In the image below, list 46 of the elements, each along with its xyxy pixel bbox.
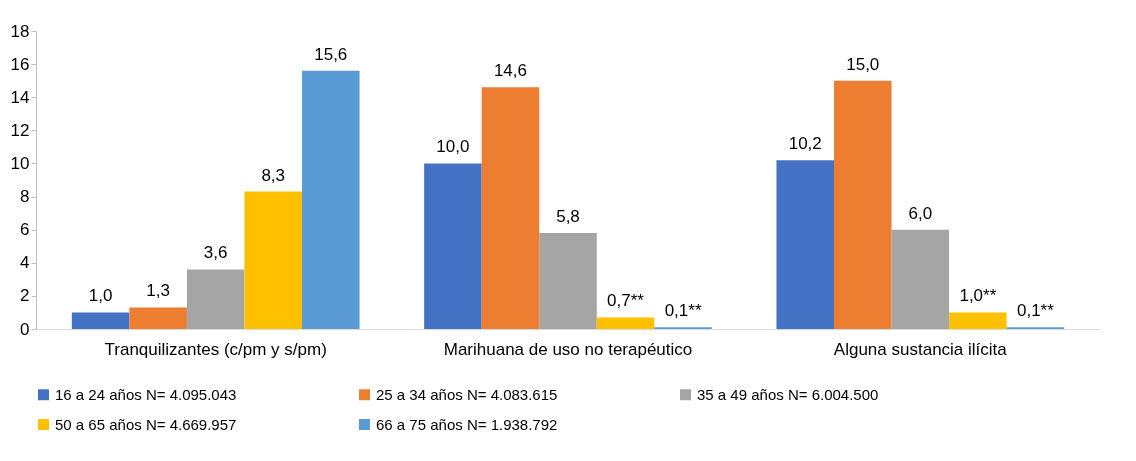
y-tick-label: 10 [10,153,30,173]
data-label: 15,0 [846,54,880,74]
data-label: 5,8 [556,206,580,226]
data-label: 0,7** [607,291,645,311]
y-tick-label: 4 [20,253,30,273]
data-label: 8,3 [261,165,286,185]
data-label: 1,0** [959,286,997,306]
data-label: 15,6 [314,44,348,64]
data-label: 10,2 [788,134,822,154]
y-tick-label: 2 [20,286,30,306]
y-tick-label: 16 [10,54,30,74]
x-tick-label: Tranquilizantes (c/pm y s/pm) [104,339,327,359]
data-label: 0,1** [1016,301,1055,321]
y-tick-label: 18 [10,21,30,41]
legend-label: 25 a 34 años N= 4.083.615 [376,385,558,403]
y-tick-label: 12 [10,120,30,140]
bar [424,163,482,329]
legend-label: 35 a 49 años N= 6.004.500 [697,385,879,403]
x-tick-label: Alguna sustancia ilícita [833,339,1008,359]
bar [481,87,540,329]
data-label: 3,6 [203,243,228,263]
legend-label: 66 a 75 años N= 1.938.792 [376,415,558,433]
bar [776,160,834,329]
data-label: 10,0 [436,137,470,157]
bar [539,232,597,329]
bar [596,317,655,329]
bar [186,269,245,329]
bar [891,229,950,329]
y-tick-label: 14 [10,87,30,107]
bar [302,70,360,329]
data-label: 1,3 [146,281,170,301]
bar [71,312,130,329]
y-tick-label: 0 [20,319,30,339]
data-label: 0,1** [664,301,702,321]
bar [834,80,892,329]
data-label: 1,0 [88,286,113,306]
legend-label: 16 a 24 años N= 4.095.043 [55,385,237,403]
data-label: 14,6 [493,61,527,81]
legend-label: 50 a 65 años N= 4.669.957 [55,415,237,433]
x-tick-label: Marihuana de uso no terapéutico [443,339,693,359]
bar [949,312,1007,329]
y-tick-label: 8 [20,187,30,207]
bar [129,307,187,329]
y-tick-label: 6 [20,220,30,240]
bar [244,191,302,329]
data-label: 6,0 [908,203,933,223]
